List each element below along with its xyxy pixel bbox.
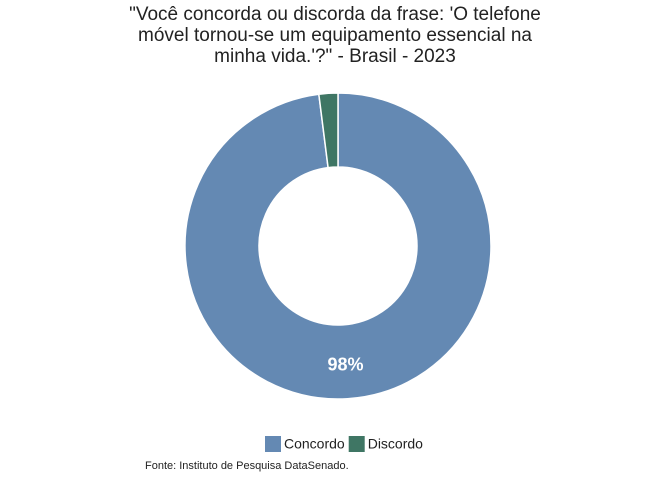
chart-title: "Você concorda ou discorda da frase: 'O … bbox=[129, 4, 541, 67]
legend-swatch bbox=[348, 436, 365, 452]
legend-swatch bbox=[265, 436, 281, 452]
legend-label: Concordo bbox=[284, 436, 345, 452]
donut-slice bbox=[184, 92, 492, 400]
caption: Fonte: Instituto de Pesquisa DataSenado. bbox=[145, 460, 349, 472]
donut-slice bbox=[317, 92, 339, 169]
data-label: 98% bbox=[328, 355, 364, 375]
legend-label: Discordo bbox=[368, 436, 423, 452]
